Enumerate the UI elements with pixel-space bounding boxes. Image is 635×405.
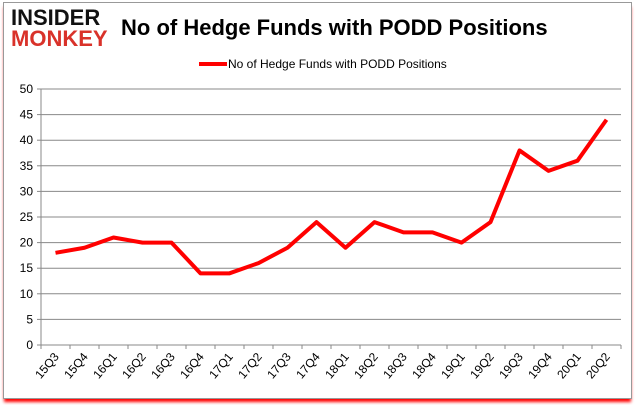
chart-frame: INSIDER MONKEY No of Hedge Funds with PO… [3,2,632,399]
y-tick-label: 0 [26,338,33,352]
x-tick-label: 19Q2 [467,350,497,382]
x-tick-label: 15Q4 [61,350,91,382]
y-tick-label: 50 [20,82,34,96]
x-tick-label: 17Q3 [264,350,294,382]
x-tick-label: 19Q3 [496,350,526,382]
x-tick-label: 18Q3 [380,350,410,382]
x-tick-label: 17Q2 [235,350,265,382]
x-tick-label: 20Q1 [554,350,584,382]
x-tick-label: 18Q4 [409,350,439,382]
y-tick-label: 40 [20,133,34,147]
series-line [55,118,609,276]
y-tick-label: 45 [20,108,34,122]
x-tick-label: 19Q4 [525,350,555,382]
x-tick-label: 17Q1 [206,350,236,382]
x-tick-label: 17Q4 [293,350,323,382]
x-tick-label: 16Q2 [119,350,149,382]
y-tick-label: 20 [20,236,34,250]
line-chart: 0 5 10 15 20 25 30 35 40 45 50 15Q3 15Q4 16Q1 16Q2 16Q3… [20,57,622,382]
x-tick-label: 19Q1 [438,350,468,382]
logo-line1: INSIDER [11,5,101,30]
x-tick-label: 20Q2 [583,350,613,382]
chart-title: No of Hedge Funds with PODD Positions [121,15,548,40]
x-tick-label: 18Q2 [351,350,381,382]
x-tick-label: 16Q1 [90,350,120,382]
y-tick-label: 35 [20,159,34,173]
logo-line2: MONKEY [11,25,108,51]
insider-monkey-logo: INSIDER MONKEY [11,5,108,51]
x-tick-label: 16Q3 [148,350,178,382]
y-tick-label: 5 [26,312,33,326]
x-tick-label: 15Q3 [32,350,62,382]
x-tick-label: 16Q4 [177,350,207,382]
y-tick-label: 15 [20,261,34,275]
y-tick-label: 25 [20,210,34,224]
y-tick-label: 30 [20,184,34,198]
x-tick-label: 18Q1 [322,350,352,382]
y-tick-label: 10 [20,287,34,301]
legend-label: No of Hedge Funds with PODD Positions [228,57,447,71]
